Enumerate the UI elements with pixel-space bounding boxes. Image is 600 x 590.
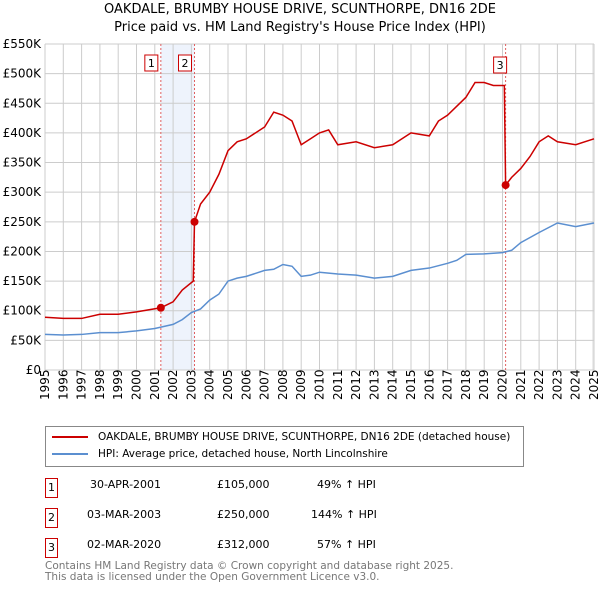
y-tick-label: £550K (3, 37, 43, 51)
y-tick-label: £50K (10, 333, 42, 347)
sale-marker-box: 3 (45, 538, 58, 558)
x-tick-label: 2025 (587, 369, 600, 400)
sale-marker-box: 1 (45, 478, 58, 498)
x-tick-label: 2015 (404, 369, 418, 400)
chart-title: OAKDALE, BRUMBY HOUSE DRIVE, SCUNTHORPE,… (104, 2, 496, 17)
sale-label-box (493, 56, 508, 74)
x-tick-label: 2009 (294, 369, 308, 400)
sale-price: £250,000 (217, 508, 270, 521)
legend-swatch-property (52, 436, 88, 438)
x-tick-label: 2012 (349, 369, 363, 400)
sale-date: 03-MAR-2003 (87, 508, 162, 521)
x-tick-label: 2013 (367, 369, 381, 400)
x-tick-label: 1996 (56, 369, 70, 400)
x-tick-label: 2000 (130, 369, 144, 400)
x-tick-label: 2014 (386, 369, 400, 400)
x-tick-label: 2007 (258, 369, 272, 400)
x-tick-label: 2005 (221, 369, 235, 400)
y-tick-label: £350K (3, 156, 43, 170)
y-tick-label: £200K (3, 244, 43, 258)
footer-line: This data is licensed under the Open Gov… (45, 571, 380, 583)
sale-date: 30-APR-2001 (90, 478, 162, 491)
sale-row: 2 03-MAR-2003 £250,000 144% ↑ HPI (45, 505, 445, 528)
x-tick-label: 1999 (111, 369, 125, 400)
hpi-line (44, 222, 595, 336)
sale-hpi: 144% ↑ HPI (311, 508, 377, 521)
legend-label-property: OAKDALE, BRUMBY HOUSE DRIVE, SCUNTHORPE,… (98, 431, 511, 443)
y-tick-label: £0 (26, 363, 41, 377)
sale-price: £312,000 (217, 538, 270, 551)
x-tick-label: 2024 (569, 369, 583, 400)
sale-row: 3 02-MAR-2020 £312,000 57% ↑ HPI (45, 535, 445, 558)
x-tick-label: 1995 (38, 369, 52, 400)
y-tick-label: £400K (3, 126, 43, 140)
sale-label: 3 (497, 59, 504, 72)
y-tick-label: £300K (3, 185, 43, 199)
y-tick-label: £150K (3, 274, 43, 288)
x-tick-label: 2021 (514, 369, 528, 400)
x-tick-label: 2019 (477, 369, 491, 400)
sale-label-box (178, 54, 193, 72)
x-tick-label: 2020 (496, 369, 510, 400)
x-tick-label: 2018 (459, 369, 473, 400)
x-tick-label: 2010 (313, 369, 327, 400)
legend: OAKDALE, BRUMBY HOUSE DRIVE, SCUNTHORPE,… (45, 426, 524, 467)
x-tick-label: 2003 (184, 369, 198, 400)
footer: Contains HM Land Registry data © Crown c… (45, 561, 453, 583)
footer-line: Contains HM Land Registry data © Crown c… (45, 560, 454, 572)
sale-point (156, 303, 165, 312)
sale-hpi: 49% ↑ HPI (317, 478, 376, 491)
chart-plot: £0 £50K £100K £150K £200K £250K £300K £350K £400… (3, 37, 600, 400)
x-tick-label: 2008 (276, 369, 290, 400)
y-tick-label: £250K (3, 215, 43, 229)
sale-hpi: 57% ↑ HPI (317, 538, 376, 551)
x-tick-label: 1998 (93, 369, 107, 400)
x-tick-label: 2001 (148, 369, 162, 400)
sale-date: 02-MAR-2020 (87, 538, 162, 551)
sale-point (190, 217, 199, 226)
y-tick-label: £100K (3, 304, 43, 318)
x-tick-label: 2004 (203, 369, 217, 400)
shaded-period (160, 44, 195, 370)
x-tick-label: 2022 (532, 369, 546, 400)
sale-point (501, 181, 510, 190)
sale-label-box (144, 54, 159, 72)
legend-swatch-hpi (52, 453, 88, 455)
sale-label: 2 (182, 57, 189, 70)
forecast-hatch (592, 44, 594, 370)
chart-subtitle: Price paid vs. HM Land Registry's House … (114, 20, 486, 35)
legend-label-hpi: HPI: Average price, detached house, Nort… (98, 448, 388, 460)
x-tick-label: 2016 (422, 369, 436, 400)
y-tick-label: £500K (3, 67, 43, 81)
x-tick-label: 2006 (239, 369, 253, 400)
sale-price: £105,000 (217, 478, 270, 491)
x-tick-label: 2011 (331, 369, 345, 400)
x-tick-label: 2017 (441, 369, 455, 400)
sale-row: 1 30-APR-2001 £105,000 49% ↑ HPI (45, 475, 445, 498)
y-tick-label: £450K (3, 96, 43, 110)
x-tick-label: 2023 (550, 369, 564, 400)
x-tick-label: 2002 (166, 369, 180, 400)
sale-marker-box: 2 (45, 508, 58, 528)
sale-label: 1 (148, 57, 155, 70)
x-tick-label: 1997 (75, 369, 89, 400)
